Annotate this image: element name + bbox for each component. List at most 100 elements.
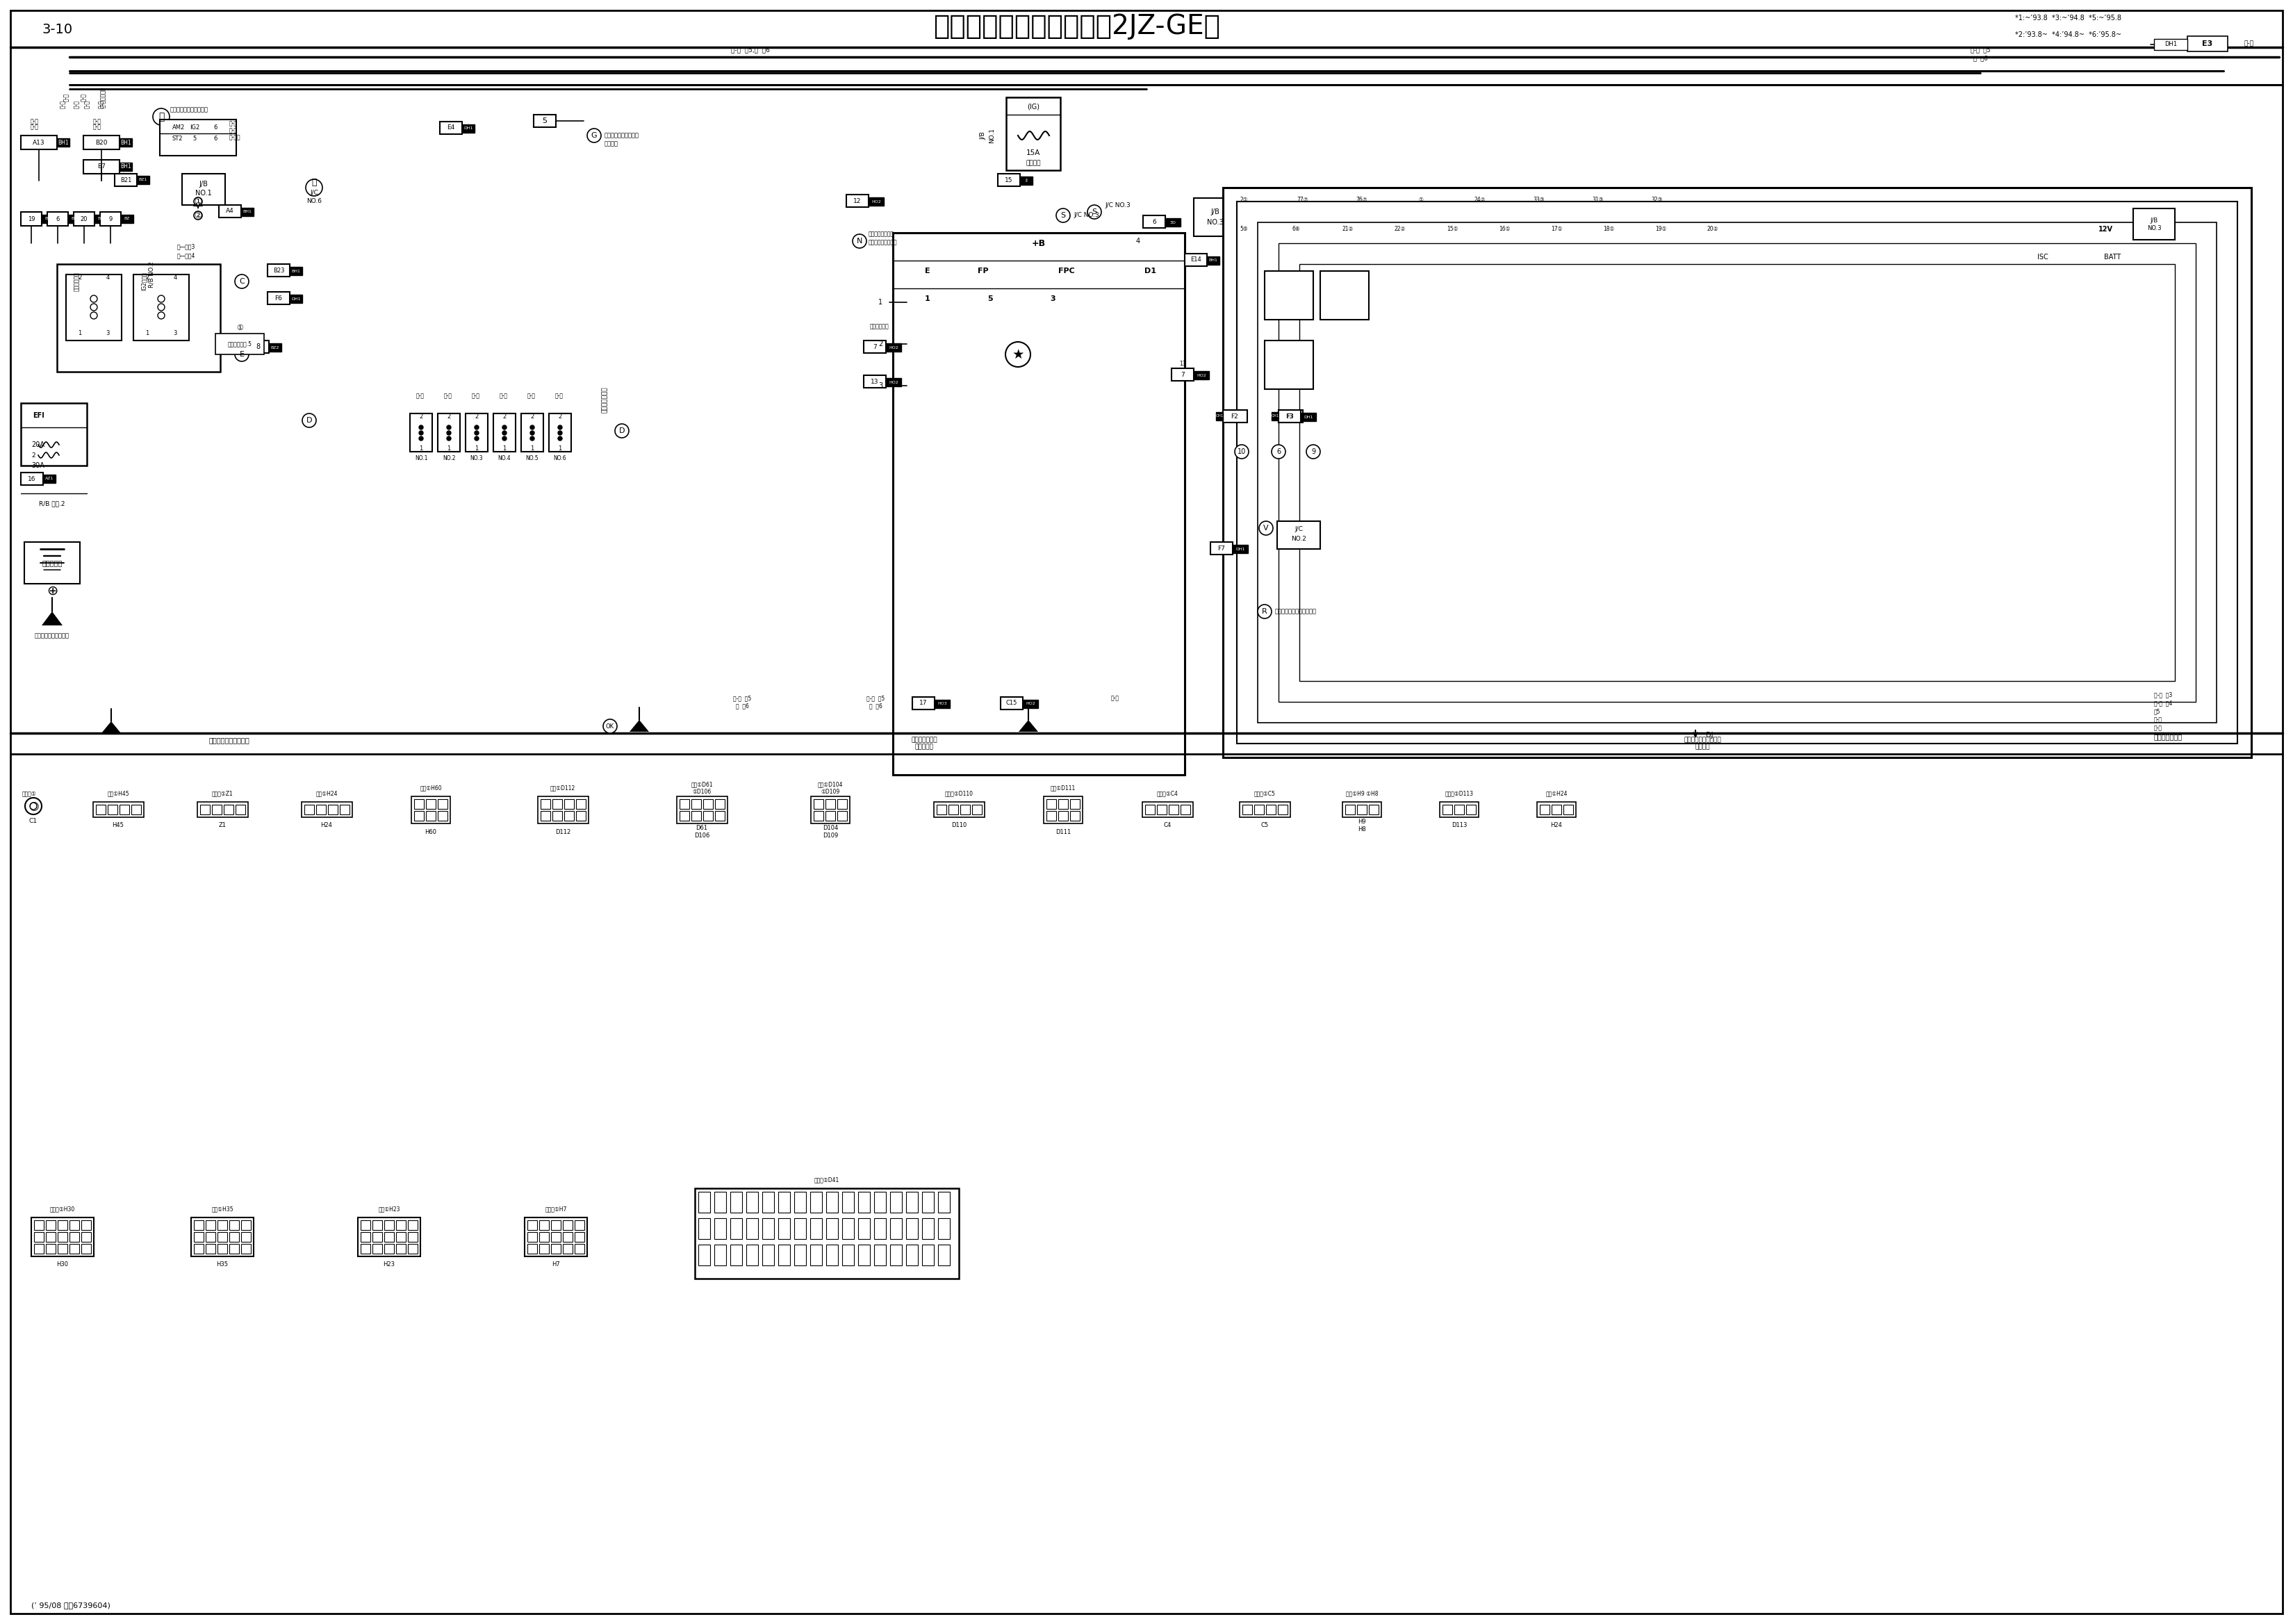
Bar <box>1020 177 1032 185</box>
Bar <box>73 213 94 226</box>
Bar <box>66 274 122 341</box>
Circle shape <box>158 304 165 310</box>
Bar <box>938 1244 949 1265</box>
Text: 黒-赤: 黒-赤 <box>60 101 66 109</box>
Text: 黒-橙: 黒-橙 <box>555 393 564 400</box>
Bar <box>1071 799 1080 809</box>
Bar <box>181 174 225 205</box>
Bar <box>94 214 108 222</box>
Text: D: D <box>619 427 624 434</box>
Bar <box>57 265 220 372</box>
Bar <box>1369 806 1378 814</box>
Circle shape <box>1057 208 1071 222</box>
Bar <box>858 1244 869 1265</box>
Circle shape <box>89 312 96 318</box>
Text: NO.1: NO.1 <box>195 190 211 197</box>
Bar <box>525 1218 587 1257</box>
Text: J/C: J/C <box>310 190 319 197</box>
Bar <box>812 796 851 823</box>
Text: E: E <box>924 268 931 274</box>
Text: S: S <box>1062 213 1066 219</box>
Bar <box>268 292 289 304</box>
Text: NO.3: NO.3 <box>470 455 484 461</box>
Circle shape <box>475 437 479 440</box>
Text: 乳白色①H30: 乳白色①H30 <box>50 1207 76 1212</box>
Text: 黒-貇緒: 黒-貇緒 <box>229 135 241 141</box>
Bar <box>825 1192 837 1213</box>
Text: BZ: BZ <box>71 218 78 221</box>
Bar <box>1215 412 1222 421</box>
Bar <box>949 806 958 814</box>
Text: H24: H24 <box>321 822 332 828</box>
Circle shape <box>1087 205 1101 219</box>
Bar <box>195 1244 204 1254</box>
Bar <box>527 1244 537 1254</box>
Bar <box>328 806 337 814</box>
Text: コンピューター: コンピューター <box>2153 732 2183 741</box>
Text: B21: B21 <box>119 177 131 184</box>
Circle shape <box>502 437 507 440</box>
Bar <box>1195 370 1208 380</box>
Bar <box>1346 806 1355 814</box>
Bar <box>825 1244 837 1265</box>
Text: 18①: 18① <box>1603 226 1614 232</box>
Circle shape <box>502 425 507 429</box>
Bar <box>1279 409 1300 422</box>
Text: 黒-橙: 黒-橙 <box>527 393 537 400</box>
Bar <box>745 1218 759 1239</box>
Bar <box>1442 806 1451 814</box>
Polygon shape <box>41 612 62 625</box>
Text: 1: 1 <box>557 445 562 451</box>
Text: 左フェンダーエプロン: 左フェンダーエプロン <box>34 633 69 638</box>
Bar <box>195 1220 204 1229</box>
Text: 3: 3 <box>878 382 883 390</box>
Text: D1: D1 <box>1144 268 1156 274</box>
Text: J/B: J/B <box>199 180 209 188</box>
Text: 19①: 19① <box>1656 226 1667 232</box>
Circle shape <box>420 437 424 440</box>
Polygon shape <box>101 721 122 732</box>
Bar <box>550 1244 562 1254</box>
Bar <box>1169 806 1179 814</box>
Text: *1:~’93.8  *3:~’94.8  *5:~’95.8: *1:~’93.8 *3:~’94.8 *5:~’95.8 <box>2016 15 2121 21</box>
Text: 6: 6 <box>1151 219 1156 224</box>
Text: BZ1: BZ1 <box>140 179 147 182</box>
Text: 7: 7 <box>1181 372 1185 378</box>
Text: フューエルポンプ: フューエルポンプ <box>869 231 894 237</box>
Bar <box>576 1233 585 1242</box>
Bar <box>48 213 69 226</box>
Text: D104
D109: D104 D109 <box>823 825 837 838</box>
Bar <box>1236 201 2238 744</box>
Text: 2: 2 <box>447 414 452 421</box>
Circle shape <box>158 312 165 318</box>
Bar <box>548 414 571 451</box>
Text: BZ2: BZ2 <box>271 346 280 349</box>
Text: 乳白色①D113: 乳白色①D113 <box>1445 791 1474 797</box>
Text: 5: 5 <box>193 136 197 143</box>
Circle shape <box>25 797 41 814</box>
Bar <box>440 122 463 135</box>
Bar <box>809 1218 821 1239</box>
Bar <box>1321 271 1369 320</box>
Text: 5: 5 <box>988 296 993 302</box>
Bar <box>676 796 727 823</box>
Bar <box>1172 369 1195 380</box>
Bar <box>1279 409 1302 422</box>
Text: BH1: BH1 <box>119 140 131 146</box>
Bar <box>438 414 461 451</box>
Bar <box>303 802 353 817</box>
Bar <box>1257 222 2217 723</box>
Text: 黒-白: 黒-白 <box>73 101 80 109</box>
Bar <box>371 1244 383 1254</box>
Text: 乳白色①: 乳白色① <box>23 791 37 797</box>
Text: 4: 4 <box>105 274 110 281</box>
Bar <box>527 1233 537 1242</box>
Bar <box>913 697 936 710</box>
Text: Z1: Z1 <box>218 822 227 828</box>
Text: NO.3: NO.3 <box>1206 219 1224 226</box>
Text: 2: 2 <box>502 414 507 421</box>
Bar <box>858 1218 869 1239</box>
Bar <box>1300 265 2174 680</box>
Text: 7: 7 <box>874 344 876 349</box>
Text: OK: OK <box>605 723 615 729</box>
